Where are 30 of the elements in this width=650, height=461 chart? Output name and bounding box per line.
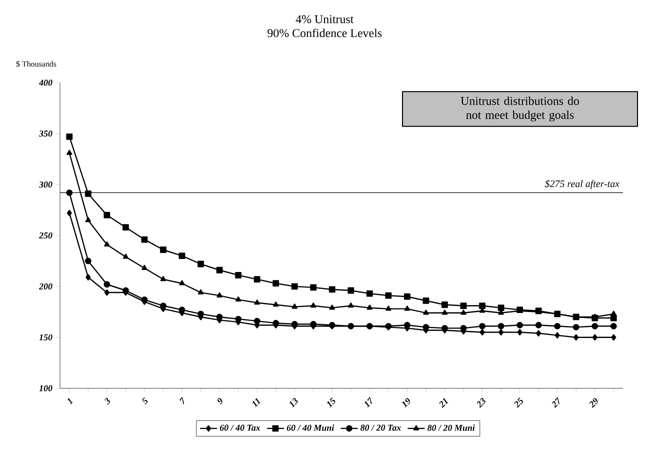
x-tick-label: 11 [252,398,261,408]
x-tick-label: 27 [552,397,560,408]
x-tick-label: 7 [180,397,184,404]
legend-label: 60 / 40 Tax [220,424,260,431]
x-tick-label: 3 [104,398,110,405]
y-tick-label: 250 [38,232,52,239]
x-tick-label: 13 [290,398,298,408]
y-tick-label: 300 [38,182,52,188]
legend-label: 80 / 20 Muni [427,424,475,431]
x-tick-label: 1 [68,398,73,404]
legend-label: 60 / 40 Muni [286,424,334,431]
x-tick-label: 23 [476,398,486,408]
y-tick-label: 100 [39,385,52,392]
x-tick-label: 29 [589,398,598,408]
ref-line-label: $275 real after-tax [544,180,620,190]
x-tick-label: 9 [218,398,222,404]
y-tick-label: 200 [38,283,52,290]
annotation: Unitrust distributions do not meet budget goals [460,96,579,122]
chart-subtitle: 90% Confidence Levels [268,28,382,38]
x-tick-label: 17 [364,397,372,408]
y-tick-label: 350 [38,130,52,137]
x-tick-label: 21 [439,398,448,408]
x-tick-label: 15 [327,397,336,408]
legend-label: 80 / 20 Tax [360,424,401,431]
y-tick-label: 400 [38,80,52,86]
x-tick-label: 19 [402,398,410,408]
chart-title: 4% Unitrust [296,15,354,24]
x-tick-label: 25 [514,397,523,408]
y-tick-label: 150 [39,334,52,340]
x-tick-label: 5 [142,397,148,404]
